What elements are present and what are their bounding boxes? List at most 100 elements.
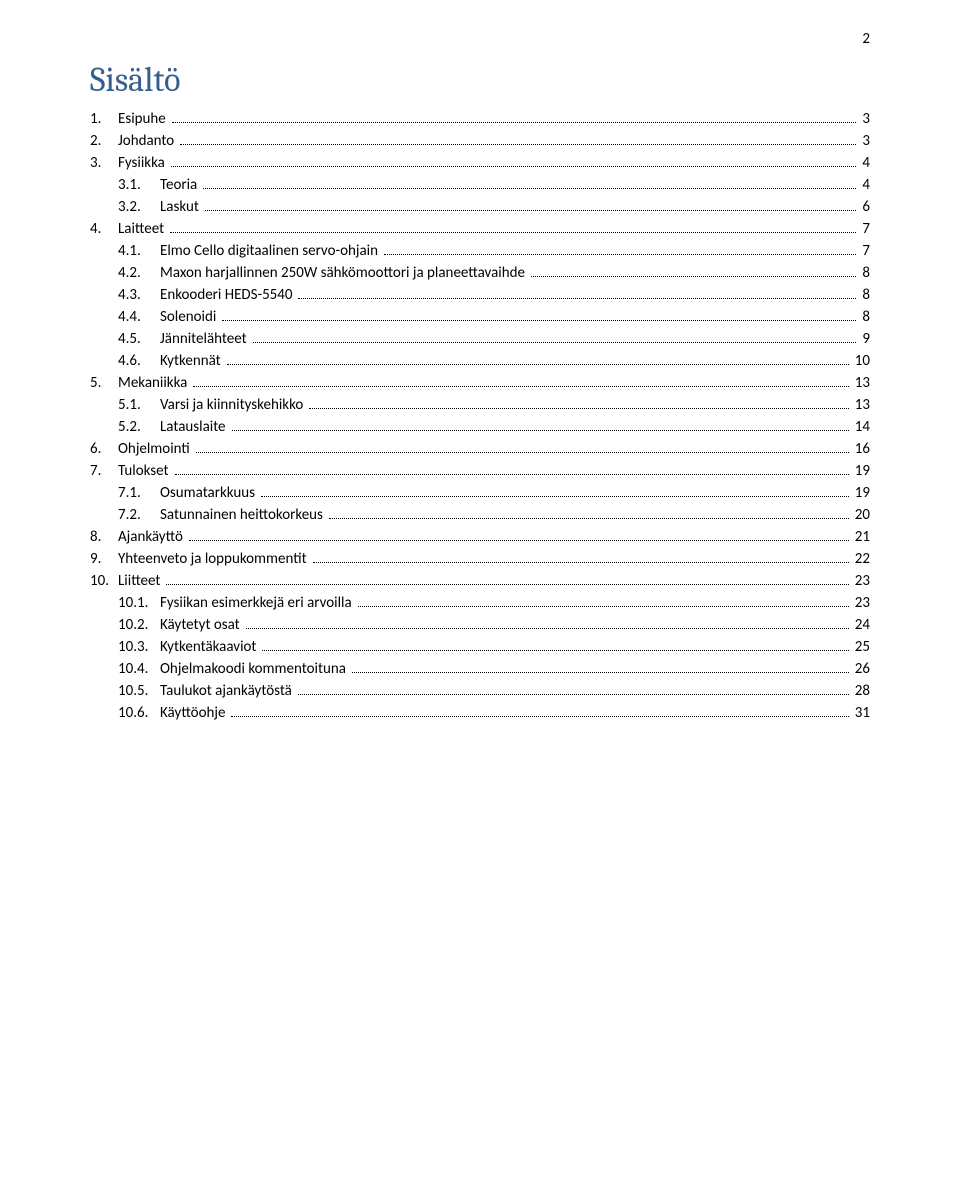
toc-entry-number: 4. [90, 220, 118, 238]
toc-entry-title: Osumatarkkuus [160, 484, 259, 502]
toc-entry-number: 6. [90, 440, 118, 458]
toc-entry[interactable]: 5.2.Latauslaite14 [118, 418, 870, 436]
toc-entry-title: Laitteet [118, 220, 168, 238]
toc-leader-dots [193, 386, 848, 387]
toc-entry-title: Esipuhe [118, 110, 170, 128]
toc-entry-title: Kytkennät [160, 352, 225, 370]
toc-entry-number: 4.5. [118, 330, 160, 348]
toc-entry-title: Fysiikka [118, 154, 169, 172]
toc-entry[interactable]: 10.6.Käyttöohje31 [118, 704, 870, 722]
toc-entry[interactable]: 8.Ajankäyttö21 [90, 528, 870, 546]
toc-entry-page: 26 [851, 660, 870, 678]
toc-entry-title: Jännitelähteet [160, 330, 251, 348]
toc-entry-number: 7. [90, 462, 118, 480]
toc-entry-title: Yhteenveto ja loppukommentit [118, 550, 311, 568]
toc-entry[interactable]: 10.4.Ohjelmakoodi kommentoituna 26 [118, 660, 870, 678]
toc-entry-page: 25 [851, 638, 870, 656]
toc-entry-title: Solenoidi [160, 308, 220, 326]
toc-entry[interactable]: 4.1.Elmo Cello digitaalinen servo-ohjain… [118, 242, 870, 260]
toc-entry-number: 3. [90, 154, 118, 172]
toc-entry-number: 4.4. [118, 308, 160, 326]
toc-entry-number: 8. [90, 528, 118, 546]
toc-entry-number: 10.4. [118, 660, 160, 678]
toc-entry[interactable]: 4.Laitteet 7 [90, 220, 870, 238]
toc-entry[interactable]: 3.Fysiikka 4 [90, 154, 870, 172]
toc-entry[interactable]: 10.3.Kytkentäkaaviot25 [118, 638, 870, 656]
toc-leader-dots [358, 606, 849, 607]
toc-entry-number: 1. [90, 110, 118, 128]
toc-leader-dots [222, 320, 856, 321]
toc-entry[interactable]: 5.Mekaniikka13 [90, 374, 870, 392]
toc-entry-page: 31 [851, 704, 870, 722]
toc-leader-dots [196, 452, 849, 453]
toc-entry-page: 8 [858, 308, 870, 326]
toc-entry[interactable]: 10.2.Käytetyt osat24 [118, 616, 870, 634]
toc-leader-dots [298, 298, 856, 299]
toc-entry-number: 9. [90, 550, 118, 568]
table-of-contents: 1.Esipuhe32.Johdanto33.Fysiikka43.1.Teor… [90, 110, 870, 722]
toc-title: Sisältö [90, 60, 870, 100]
toc-leader-dots [232, 430, 849, 431]
toc-entry-page: 9 [858, 330, 870, 348]
toc-leader-dots [180, 144, 856, 145]
toc-entry[interactable]: 9.Yhteenveto ja loppukommentit 22 [90, 550, 870, 568]
toc-entry-page: 4 [858, 154, 870, 172]
toc-leader-dots [298, 694, 849, 695]
toc-leader-dots [261, 496, 849, 497]
toc-entry-title: Liitteet [118, 572, 164, 590]
toc-entry-page: 21 [851, 528, 870, 546]
toc-entry[interactable]: 7.1.Osumatarkkuus19 [118, 484, 870, 502]
toc-entry-title: Johdanto [118, 132, 178, 150]
toc-entry-page: 23 [851, 594, 870, 612]
toc-leader-dots [166, 584, 848, 585]
toc-entry-number: 5. [90, 374, 118, 392]
toc-entry-title: Ohjelmakoodi kommentoituna [160, 660, 350, 678]
toc-entry[interactable]: 3.2.Laskut6 [118, 198, 870, 216]
toc-leader-dots [231, 716, 848, 717]
toc-entry-page: 7 [858, 220, 870, 238]
toc-entry-number: 7.1. [118, 484, 160, 502]
toc-entry[interactable]: 7.2.Satunnainen heittokorkeus20 [118, 506, 870, 524]
toc-entry-title: Ohjelmointi [118, 440, 194, 458]
toc-leader-dots [309, 408, 848, 409]
toc-entry-number: 5.2. [118, 418, 160, 436]
toc-leader-dots [329, 518, 849, 519]
toc-entry[interactable]: 10.1.Fysiikan esimerkkejä eri arvoilla23 [118, 594, 870, 612]
toc-entry[interactable]: 4.2.Maxon harjallinnen 250W sähkömoottor… [118, 264, 870, 282]
toc-entry[interactable]: 2.Johdanto3 [90, 132, 870, 150]
toc-entry-title: Maxon harjallinnen 250W sähkömoottori ja… [160, 264, 529, 282]
toc-leader-dots [170, 232, 856, 233]
toc-entry-number: 5.1. [118, 396, 160, 414]
toc-leader-dots [384, 254, 856, 255]
toc-entry[interactable]: 4.4.Solenoidi 8 [118, 308, 870, 326]
toc-entry[interactable]: 3.1.Teoria4 [118, 176, 870, 194]
toc-entry-page: 13 [851, 374, 870, 392]
toc-entry[interactable]: 10.5.Taulukot ajankäytöstä28 [118, 682, 870, 700]
toc-entry-number: 10.5. [118, 682, 160, 700]
toc-entry-number: 10.2. [118, 616, 160, 634]
toc-entry-title: Laskut [160, 198, 203, 216]
toc-entry-page: 7 [858, 242, 870, 260]
toc-entry[interactable]: 7.Tulokset19 [90, 462, 870, 480]
toc-entry-page: 8 [858, 286, 870, 304]
toc-entry-number: 10. [90, 572, 118, 590]
toc-entry[interactable]: 1.Esipuhe3 [90, 110, 870, 128]
toc-leader-dots [172, 122, 857, 123]
toc-entry-title: Elmo Cello digitaalinen servo-ohjain [160, 242, 382, 260]
toc-entry-number: 10.3. [118, 638, 160, 656]
toc-leader-dots [352, 672, 849, 673]
toc-entry-page: 16 [851, 440, 870, 458]
toc-entry[interactable]: 5.1.Varsi ja kiinnityskehikko13 [118, 396, 870, 414]
toc-entry[interactable]: 4.5.Jännitelähteet 9 [118, 330, 870, 348]
toc-entry-page: 10 [851, 352, 870, 370]
toc-entry[interactable]: 6.Ohjelmointi 16 [90, 440, 870, 458]
toc-entry-page: 13 [851, 396, 870, 414]
toc-entry-number: 3.2. [118, 198, 160, 216]
toc-entry-number: 4.3. [118, 286, 160, 304]
toc-entry-title: Tulokset [118, 462, 173, 480]
toc-entry[interactable]: 10.Liitteet23 [90, 572, 870, 590]
toc-entry[interactable]: 4.6.Kytkennät10 [118, 352, 870, 370]
toc-entry[interactable]: 4.3.Enkooderi HEDS-55408 [118, 286, 870, 304]
toc-entry-page: 4 [858, 176, 870, 194]
toc-entry-page: 22 [851, 550, 870, 568]
